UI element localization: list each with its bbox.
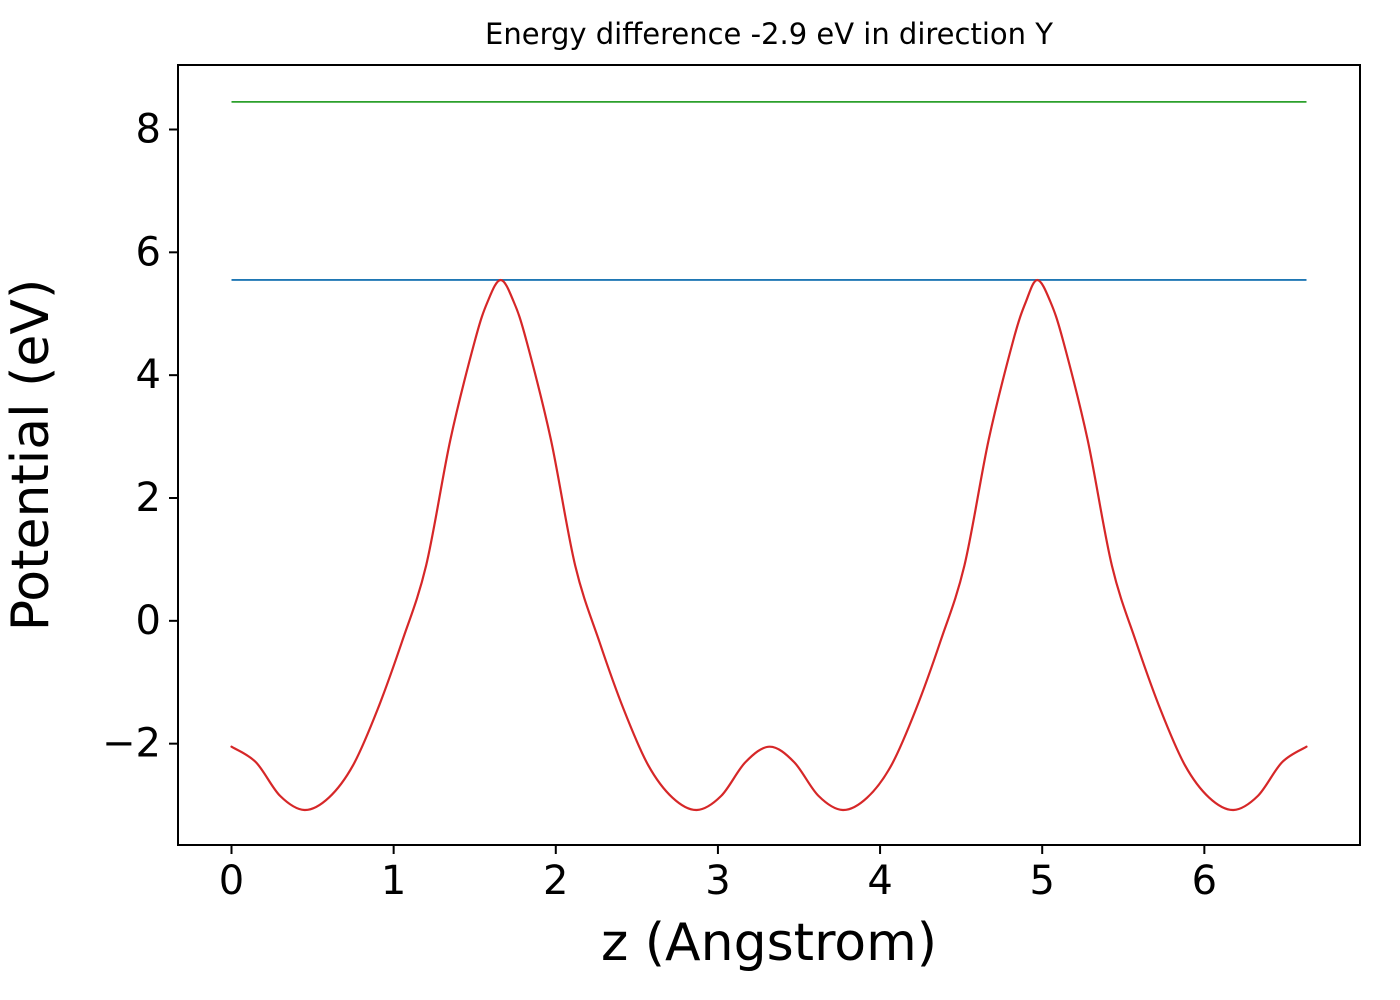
y-tick-label: 0 <box>136 598 161 644</box>
axes-border <box>177 64 1361 846</box>
x-tick-label: 4 <box>867 858 892 904</box>
x-tick-label: 0 <box>219 858 244 904</box>
chart-title: Energy difference -2.9 eV in direction Y <box>485 17 1053 51</box>
y-tick-label: 4 <box>136 352 161 398</box>
plot-generated-content: 0 1 2 3 4 5 6 −2 0 2 4 6 8 <box>102 100 1308 904</box>
y-tick-label: 8 <box>136 106 161 152</box>
x-tick-label: 6 <box>1192 858 1217 904</box>
y-tick-label: 2 <box>136 475 161 521</box>
x-tick-label: 3 <box>705 858 730 904</box>
y-tick-label: −2 <box>102 721 161 767</box>
x-tick-label: 5 <box>1029 858 1054 904</box>
x-tick-label: 1 <box>381 858 406 904</box>
series-potential-curve <box>230 278 1308 812</box>
x-tick-label: 2 <box>543 858 568 904</box>
y-axis-label: Potential (eV) <box>1 279 61 631</box>
x-axis-label: z (Angstrom) <box>601 913 937 973</box>
y-tick-label: 6 <box>136 229 161 275</box>
